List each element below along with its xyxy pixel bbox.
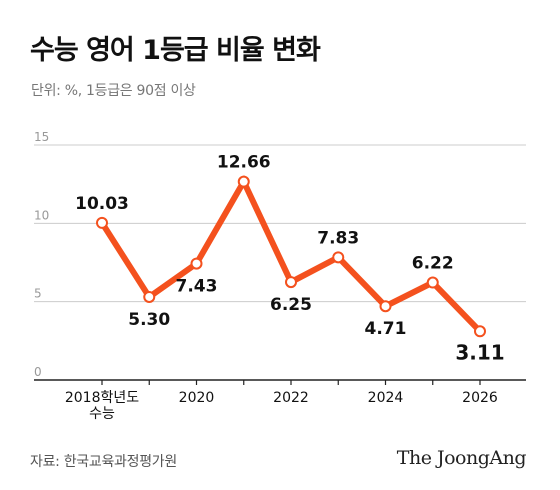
source-note: 자료: 한국교육과정평가원 [30,454,177,470]
data-point-2025 [426,276,439,289]
x-tick-label-2018-line2: 수능 [89,406,115,422]
data-point-2026 [474,325,486,338]
grid-lines [34,144,526,303]
data-point-2022 [285,276,297,289]
chart-title: 수능 영어 1등급 비율 변화 [30,35,321,66]
y-tick-label-10: 10 [34,208,49,222]
data-point-2023 [332,251,345,264]
data-label-2019: 5.30 [128,310,170,330]
x-tick-label-2020: 2020 [179,390,215,406]
y-tick-label-0: 0 [34,365,42,379]
data-label-2023: 7.83 [317,228,359,248]
y-axis-ticks: 0 5 10 15 [34,130,49,379]
x-tick-label-2022: 2022 [273,390,309,406]
data-label-2022: 6.25 [270,295,312,315]
x-axis [34,379,526,385]
x-tick-label-2026: 2026 [462,390,498,406]
publisher-logo: The JoongAng [396,447,527,469]
data-point-2019 [143,290,156,303]
chart-subtitle: 단위: %, 1등급은 90점 이상 [31,83,196,99]
data-label-2018: 10.03 [75,194,129,214]
data-point-2021 [237,175,250,188]
data-label-2024: 4.71 [365,319,407,339]
data-label-2021: 12.66 [217,153,271,173]
data-label-2020: 7.43 [176,277,218,297]
data-point-2020 [190,257,203,270]
x-tick-label-2018: 2018학년도 [65,390,139,406]
y-tick-label-5: 5 [34,287,42,301]
data-point-2018 [96,216,108,229]
data-label-2026: 3.11 [455,340,504,364]
x-tick-label-2024: 2024 [368,390,404,406]
series-points [96,175,486,338]
data-label-2025: 6.22 [412,254,454,274]
data-point-2024 [379,300,392,313]
y-tick-label-15: 15 [34,130,49,144]
data-labels: 10.03 5.30 7.43 12.66 6.25 7.83 4.71 6.22 3.11 [75,153,505,365]
